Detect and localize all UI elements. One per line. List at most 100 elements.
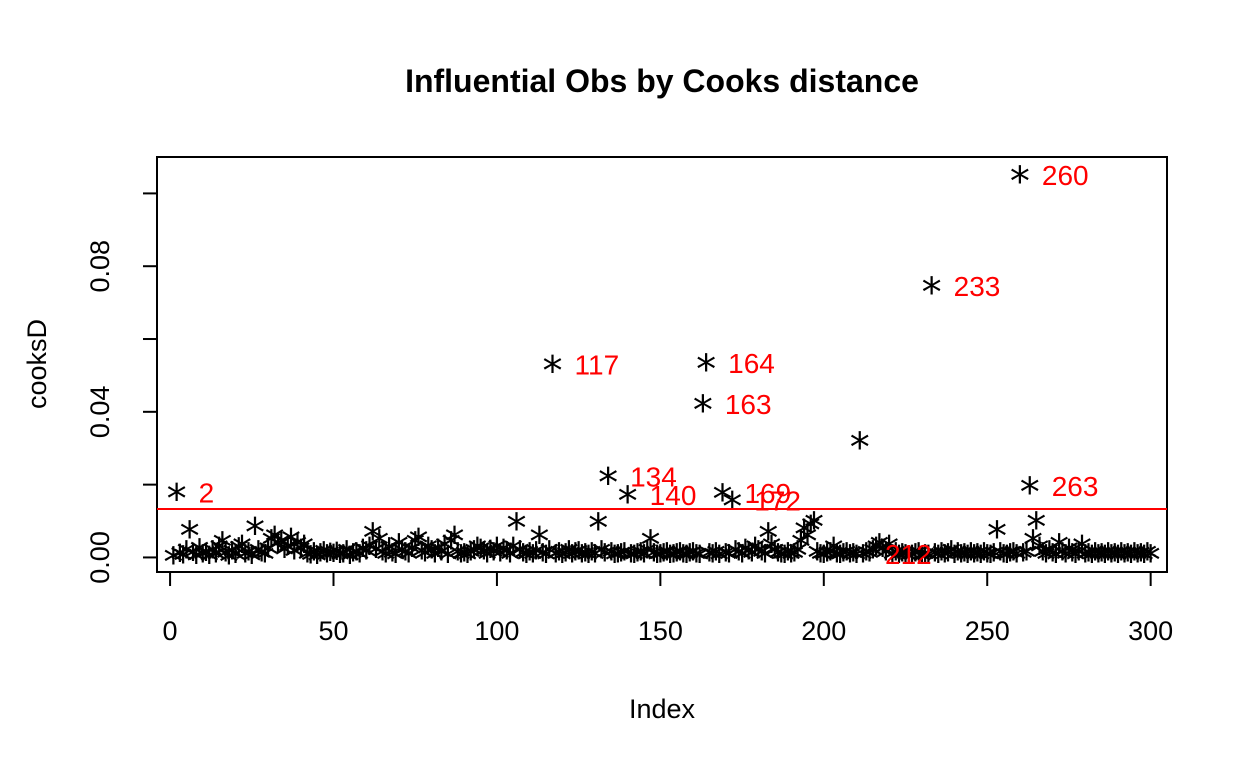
outlier-label: 117: [575, 350, 620, 381]
data-point: *: [288, 527, 308, 573]
data-point: *: [686, 538, 706, 584]
data-point: *: [464, 534, 484, 580]
data-point: *: [163, 540, 183, 586]
data-point: *: [386, 539, 406, 585]
data-point: *: [353, 532, 373, 578]
data-point: *: [608, 538, 628, 584]
data-point: *: [948, 536, 968, 582]
data-point: *: [856, 536, 876, 582]
data-point: *: [1141, 538, 1161, 584]
data-point: *: [513, 537, 533, 583]
data-point: *: [392, 534, 412, 580]
data-point: *: [1049, 527, 1069, 573]
data-point: *: [546, 538, 566, 584]
data-point: *: [735, 532, 755, 578]
data-point: *: [565, 536, 585, 582]
data-point: *: [180, 514, 200, 560]
data-point: *: [971, 539, 991, 585]
data-point: *: [994, 538, 1014, 584]
data-point: *: [268, 528, 288, 574]
data-point: *: [817, 537, 837, 583]
data-point: *: [382, 537, 402, 583]
data-point: *: [559, 534, 579, 580]
data-point: *: [784, 537, 804, 583]
data-point: *: [239, 536, 259, 582]
data-point: *: [588, 506, 608, 552]
data-point: *: [768, 537, 788, 583]
data-point: *: [673, 538, 693, 584]
data-point: *: [337, 534, 357, 580]
y-tick-label: 0.04: [85, 386, 115, 439]
data-point: *: [801, 509, 821, 555]
data-point: *: [444, 520, 464, 566]
data-point: *: [471, 532, 491, 578]
data-point: *: [1000, 537, 1020, 583]
outlier-label: 134: [630, 462, 677, 493]
data-point: *: [758, 516, 778, 562]
data-point: *: [291, 532, 311, 578]
data-point: *: [373, 536, 393, 582]
data-point: *: [627, 537, 647, 583]
data-point: *: [235, 538, 255, 584]
x-tick-label: 200: [801, 616, 846, 646]
data-point: *: [428, 532, 448, 578]
data-point: *: [458, 539, 478, 585]
data-point: *: [958, 539, 978, 585]
data-point: *: [598, 461, 618, 507]
data-point: *: [578, 539, 598, 585]
data-point: *: [212, 525, 232, 571]
data-point: *: [886, 536, 906, 582]
data-point: *: [310, 537, 330, 583]
data-point: *: [1023, 523, 1043, 569]
data-point: *: [167, 476, 187, 522]
data-point: *: [1105, 537, 1125, 583]
data-point: *: [487, 531, 507, 577]
data-point: *: [915, 538, 935, 584]
data-point: *: [376, 538, 396, 584]
chart-title: Influential Obs by Cooks distance: [405, 63, 919, 99]
data-point: *: [366, 533, 386, 579]
data-point: *: [356, 535, 376, 581]
data-point: *: [520, 536, 540, 582]
data-point: *: [984, 537, 1004, 583]
data-point: *: [1007, 538, 1027, 584]
data-point: *: [876, 536, 896, 582]
data-point: *: [304, 536, 324, 582]
data-point: *: [896, 538, 916, 584]
data-point: *: [451, 538, 471, 584]
data-point: *: [572, 538, 592, 584]
data-point: *: [928, 539, 948, 585]
data-point: *: [245, 510, 265, 556]
data-point: *: [1121, 539, 1141, 585]
data-point: *: [902, 539, 922, 585]
data-point: *: [1026, 505, 1046, 551]
data-point: *: [477, 538, 497, 584]
data-point: *: [327, 536, 347, 582]
data-point: *: [274, 533, 294, 579]
data-point: *: [624, 539, 644, 585]
data-point: *: [219, 540, 239, 586]
data-point: *: [265, 520, 285, 566]
data-point: *: [389, 527, 409, 573]
data-point: *: [189, 532, 209, 578]
data-point: *: [415, 537, 435, 583]
data-point: *: [395, 536, 415, 582]
data-point: *: [843, 537, 863, 583]
data-point: *: [359, 531, 379, 577]
data-point: *: [209, 531, 229, 577]
data-point: *: [242, 539, 262, 585]
data-point: *: [1134, 539, 1154, 585]
data-point: *: [173, 539, 193, 585]
data-point: *: [716, 537, 736, 583]
data-point: *: [909, 536, 929, 582]
data-point: *: [523, 538, 543, 584]
data-point: *: [379, 531, 399, 577]
data-point: *: [199, 539, 219, 585]
data-point: *: [346, 536, 366, 582]
data-point: *: [954, 537, 974, 583]
data-point: *: [634, 538, 654, 584]
data-point: *: [294, 529, 314, 575]
data-point: *: [748, 534, 768, 580]
data-point: *: [699, 537, 719, 583]
